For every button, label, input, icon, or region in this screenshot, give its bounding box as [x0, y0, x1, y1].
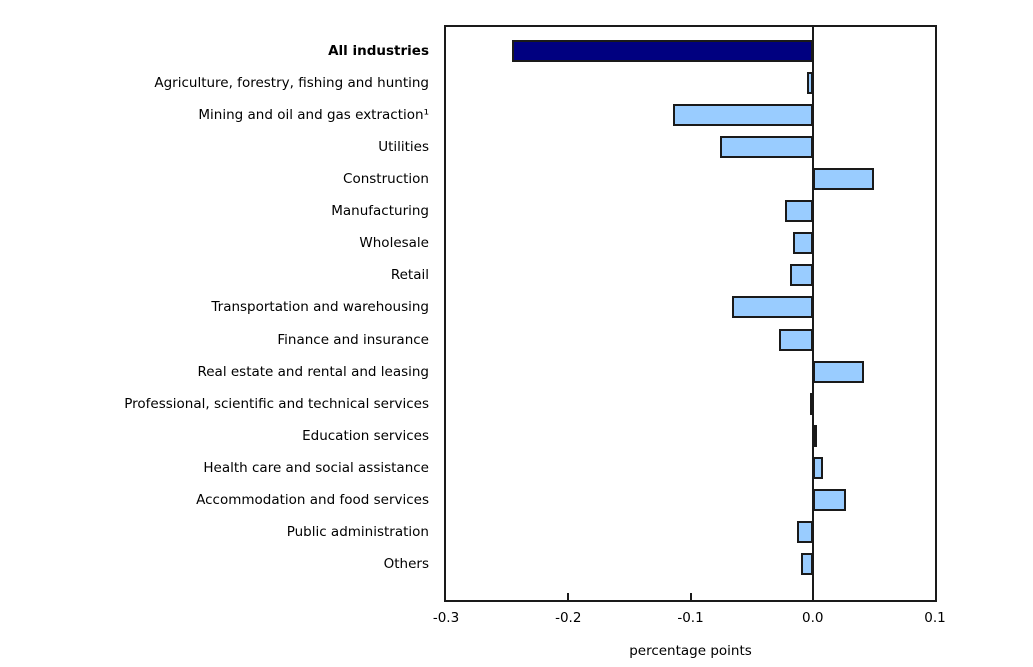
plot-area: [444, 25, 937, 602]
category-label: Construction: [343, 171, 429, 188]
category-label: Education services: [302, 427, 429, 444]
bar: [810, 392, 815, 415]
x-tick-mark: [567, 593, 570, 600]
bar: [719, 135, 813, 158]
category-label: Utilities: [378, 138, 429, 155]
category-label: Manufacturing: [331, 203, 429, 220]
bar: [800, 553, 813, 576]
category-label: Finance and insurance: [277, 331, 429, 348]
category-label: Real estate and rental and leasing: [197, 363, 429, 380]
category-label: Others: [383, 556, 429, 573]
zero-line: [811, 27, 814, 600]
x-tick-label: -0.3: [432, 610, 460, 626]
x-tick-mark: [689, 593, 692, 600]
bar: [796, 521, 813, 544]
category-label: Professional, scientific and technical s…: [124, 395, 429, 412]
bar: [812, 424, 817, 447]
bar: [778, 328, 813, 351]
bar: [512, 39, 813, 62]
category-label: Accommodation and food services: [196, 491, 429, 508]
bar: [732, 296, 813, 319]
category-label: Transportation and warehousing: [211, 299, 429, 316]
bar: [793, 232, 813, 255]
bar: [812, 456, 823, 479]
category-label: Public administration: [286, 524, 429, 541]
x-tick-label: 0.1: [924, 610, 946, 626]
bar: [784, 200, 813, 223]
category-label: Wholesale: [359, 235, 429, 252]
bar: [812, 168, 874, 191]
bar: [789, 264, 813, 287]
category-label: All industries: [328, 42, 429, 59]
x-tick-label: -0.2: [555, 610, 582, 626]
bar: [812, 488, 846, 511]
x-tick-label: -0.1: [677, 610, 704, 626]
bar: [812, 360, 865, 383]
bar: [806, 71, 813, 94]
category-label: Retail: [390, 267, 429, 284]
category-label: Health care and social assistance: [203, 459, 429, 476]
x-tick-label: 0.0: [802, 610, 824, 626]
x-axis-title: percentage points: [629, 643, 752, 659]
bar: [673, 103, 813, 126]
category-label: Agriculture, forestry, fishing and hunti…: [154, 74, 429, 91]
category-label: Mining and oil and gas extraction¹: [198, 106, 429, 123]
